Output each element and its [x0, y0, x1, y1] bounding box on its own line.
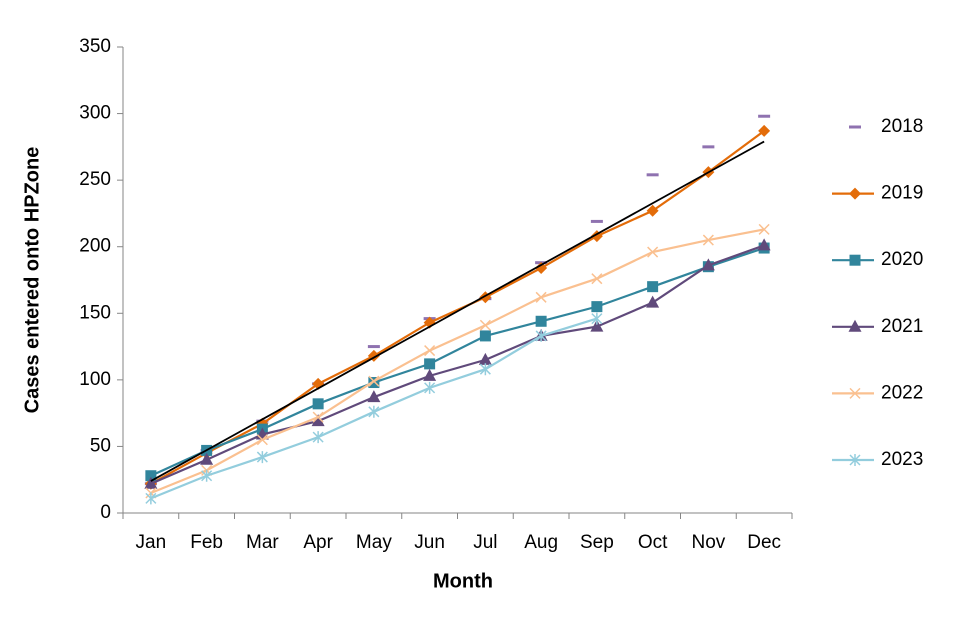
x-axis-title: Month — [433, 570, 493, 592]
series-line — [150, 247, 765, 477]
x-tick-label: Apr — [303, 532, 333, 553]
x-tick-label: Jul — [473, 532, 497, 553]
y-tick-label: 300 — [79, 103, 111, 124]
data-point — [591, 273, 603, 285]
data-point — [200, 452, 214, 465]
data-point — [424, 345, 436, 357]
data-point — [647, 281, 659, 293]
x-tick-label: Jan — [136, 532, 167, 553]
data-point — [479, 330, 491, 342]
data-point — [757, 238, 771, 251]
x-tick-label: Aug — [524, 532, 558, 553]
data-point — [535, 329, 547, 342]
x-tick-label: Jun — [414, 532, 445, 553]
x-tick-label: Sep — [580, 532, 614, 553]
data-point — [646, 204, 659, 217]
data-point — [201, 469, 213, 482]
data-point — [702, 234, 714, 246]
x-tick-label: Mar — [246, 532, 279, 553]
x-tick-label: Feb — [190, 532, 223, 553]
legend-label: 2019 — [881, 183, 923, 204]
data-point — [591, 301, 603, 313]
x-tick-label: Oct — [638, 532, 668, 553]
data-point — [646, 295, 660, 308]
y-tick-label: 200 — [79, 236, 111, 257]
legend-label: 2023 — [881, 449, 923, 470]
series-line — [150, 129, 765, 485]
legend-label: 2021 — [881, 316, 923, 337]
y-tick-label: 50 — [90, 435, 111, 456]
data-point — [535, 262, 548, 275]
legend-marker — [849, 254, 861, 266]
data-point — [311, 414, 325, 427]
legend-label: 2020 — [881, 249, 923, 270]
data-point — [312, 431, 324, 444]
data-point — [423, 368, 437, 381]
x-tick-label: Dec — [747, 532, 781, 553]
data-point — [535, 315, 547, 327]
data-point — [368, 375, 380, 387]
data-point — [368, 377, 380, 389]
y-tick-label: 100 — [79, 369, 111, 390]
data-point — [368, 405, 380, 418]
data-point — [478, 352, 492, 365]
data-point — [591, 312, 603, 325]
data-point — [256, 451, 268, 464]
legend-marker — [849, 387, 861, 399]
data-point — [312, 411, 324, 423]
legend-label: 2022 — [881, 382, 923, 403]
data-point — [758, 124, 771, 137]
series-line — [150, 244, 765, 485]
data-point — [145, 470, 157, 482]
y-tick-label: 0 — [100, 502, 111, 523]
data-point — [424, 358, 436, 370]
y-tick-label: 350 — [79, 36, 111, 57]
data-point — [701, 258, 715, 271]
data-point — [367, 390, 381, 403]
x-tick-label: May — [356, 532, 392, 553]
data-point — [312, 398, 324, 410]
data-point — [647, 246, 659, 258]
y-tick-label: 250 — [79, 169, 111, 190]
data-point — [424, 381, 436, 394]
data-point — [758, 223, 770, 235]
data-point — [479, 363, 491, 376]
series-line — [150, 228, 765, 495]
y-tick-label: 150 — [79, 302, 111, 323]
trendline — [150, 140, 765, 482]
data-point — [145, 492, 157, 505]
legend-marker — [848, 319, 862, 332]
data-point — [144, 476, 158, 489]
data-point — [535, 291, 547, 303]
legend-label: 2018 — [881, 116, 923, 137]
y-axis-title: Cases entered onto HPZone — [21, 147, 43, 414]
data-point — [479, 319, 491, 331]
legend-marker — [849, 454, 861, 466]
data-point — [256, 434, 268, 446]
legend-marker — [849, 187, 861, 200]
data-point — [590, 319, 604, 332]
x-tick-label: Nov — [691, 532, 725, 553]
